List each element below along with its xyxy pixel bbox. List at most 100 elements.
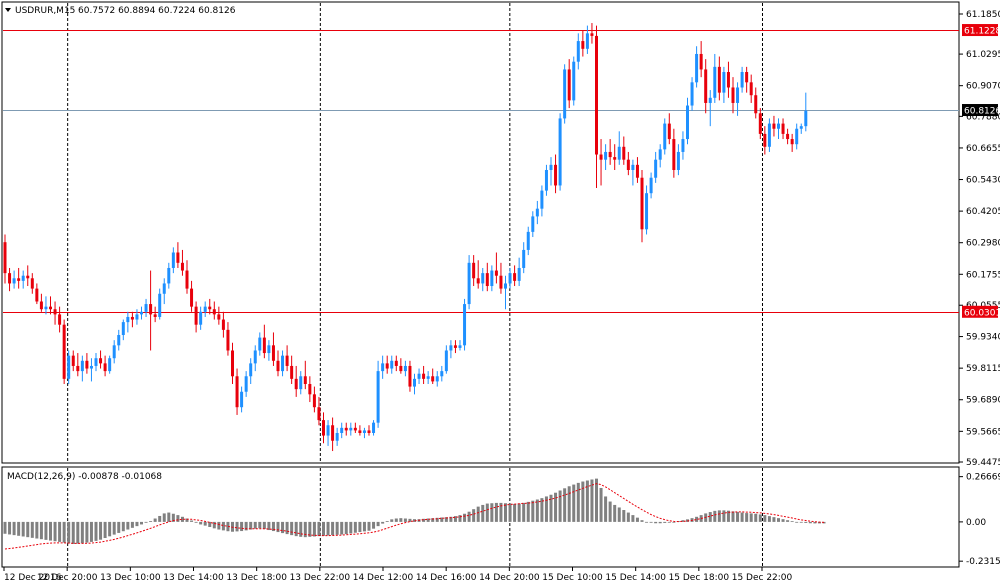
candle-body: [522, 249, 526, 268]
candle-body: [681, 139, 685, 152]
macd-bar: [795, 521, 799, 523]
macd-bar: [772, 517, 776, 522]
candle: [449, 340, 453, 359]
macd-tick-label: 0.00: [966, 518, 986, 528]
candle: [249, 358, 253, 385]
time-tick-label: 15 Dec 10:00: [542, 573, 603, 583]
macd-bar: [312, 521, 316, 537]
macd-bar: [235, 521, 239, 532]
candle: [526, 226, 530, 256]
candle: [76, 353, 80, 377]
candle-body: [94, 358, 98, 366]
candle-body: [517, 267, 521, 281]
candle-body: [686, 105, 689, 140]
candle: [140, 306, 143, 320]
candle-body: [331, 425, 335, 441]
candle: [35, 283, 39, 305]
candle: [26, 265, 30, 287]
candle-body: [494, 270, 498, 276]
candle-body: [299, 376, 303, 390]
candle-body: [481, 273, 485, 284]
candle-body: [504, 283, 507, 289]
macd-bar: [153, 518, 157, 522]
horizontal-levels[interactable]: [3, 30, 959, 313]
candle: [135, 309, 139, 325]
candle-body: [663, 123, 667, 150]
candle-body: [135, 314, 139, 320]
candle-body: [367, 430, 371, 433]
candle: [581, 30, 585, 57]
candle-body: [426, 376, 430, 379]
macd-bar: [613, 504, 617, 522]
macd-bar: [385, 521, 389, 522]
macd-bar: [781, 519, 785, 522]
candle-body: [203, 306, 207, 312]
candle-body: [476, 278, 480, 284]
macd-bar: [17, 521, 21, 536]
macd-bar: [362, 521, 366, 532]
candle-body: [130, 316, 134, 320]
candle: [281, 350, 285, 377]
candle: [567, 59, 571, 109]
candle-body: [754, 95, 758, 114]
macd-bar: [808, 521, 812, 524]
macd-bar: [267, 521, 271, 531]
candle: [126, 311, 130, 333]
candle: [285, 345, 289, 372]
candle: [590, 23, 594, 44]
candle: [599, 139, 603, 186]
candle: [608, 139, 612, 165]
macd-bar: [444, 517, 448, 522]
candle: [185, 260, 189, 294]
macd-bar: [403, 518, 407, 522]
candle-body: [413, 378, 416, 387]
candle: [417, 368, 421, 385]
current-price-tag-bg: [962, 104, 998, 117]
candle: [535, 200, 539, 225]
candle-body: [622, 146, 626, 160]
candle: [103, 355, 107, 377]
macd-bar: [76, 521, 80, 544]
macd-bar: [458, 515, 462, 522]
candle: [554, 154, 558, 194]
candle-body: [49, 306, 52, 310]
candle-body: [604, 151, 608, 160]
candle-body: [403, 365, 407, 372]
macd-bar: [140, 521, 143, 525]
candle-body: [645, 193, 649, 230]
macd-bar: [567, 486, 571, 522]
candle: [349, 422, 353, 436]
macd-bar: [645, 521, 649, 523]
macd-bar: [317, 521, 321, 537]
macd-bar: [654, 521, 658, 524]
candle: [617, 131, 621, 165]
macd-bar: [176, 515, 180, 522]
candle: [722, 66, 726, 103]
candle: [335, 427, 339, 446]
candle-body: [358, 430, 362, 433]
candle-body: [572, 61, 576, 101]
candle-body: [608, 151, 612, 158]
candle-body: [349, 427, 353, 431]
candle-body: [667, 123, 671, 140]
chart-menu-triangle-icon[interactable]: [5, 8, 11, 12]
macd-bar: [767, 516, 771, 522]
candle: [767, 118, 771, 152]
candle: [149, 270, 153, 351]
macd-bar: [513, 503, 517, 522]
candle: [740, 66, 744, 93]
symbol-info: USDRUR,M15: [15, 6, 75, 16]
candle: [731, 77, 735, 114]
macd-bar: [522, 502, 526, 522]
candle-body: [535, 208, 539, 217]
time-tick-label: 13 Dec 18:00: [226, 573, 287, 583]
candle-body: [308, 384, 312, 395]
candle-body: [508, 273, 512, 284]
macd-bar: [94, 521, 98, 541]
candle-body: [21, 275, 25, 281]
candle-body: [767, 123, 771, 147]
macd-bar: [276, 521, 280, 533]
macd-bar: [340, 521, 344, 535]
